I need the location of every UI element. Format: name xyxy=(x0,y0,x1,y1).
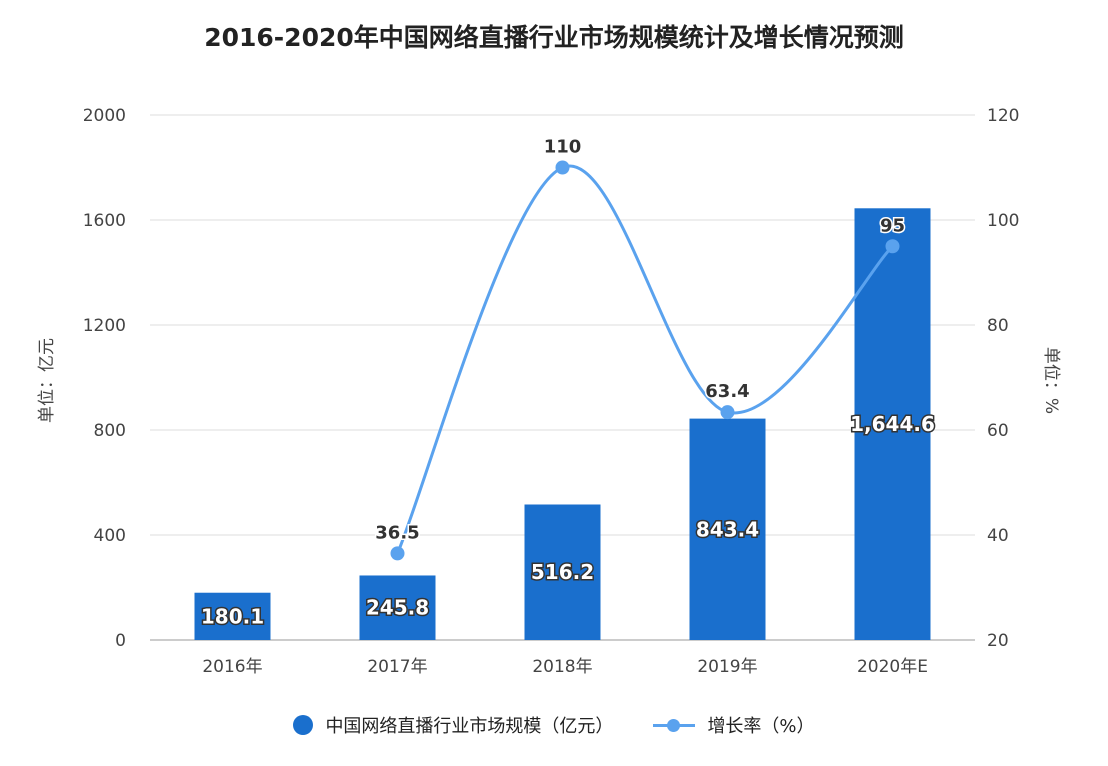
y-left-tick-label: 0 xyxy=(115,631,126,651)
bar xyxy=(359,575,436,640)
bar-data-label: 843.4 xyxy=(696,517,759,541)
x-tick-label: 2019年 xyxy=(697,657,757,677)
x-tick-label: 2020年E xyxy=(857,657,928,677)
legend-bar-marker xyxy=(293,715,314,735)
chart-title: 2016-2020年中国网络直播行业市场规模统计及增长情况预测 xyxy=(204,23,904,52)
line-point xyxy=(885,239,900,254)
legend-label: 增长率（%） xyxy=(707,716,815,737)
y-right-tick-label: 40 xyxy=(987,526,1009,546)
y-right-tick-label: 120 xyxy=(987,106,1019,126)
growth-line xyxy=(396,164,894,554)
legend: 中国网络直播行业市场规模（亿元） 增长率（%） xyxy=(0,712,1108,738)
line-data-label: 36.5 xyxy=(375,522,419,543)
y-right-tick-label: 60 xyxy=(987,421,1009,441)
y-right-tick-label: 100 xyxy=(987,211,1019,231)
y-axis-left-label: 单位：亿元 xyxy=(37,338,57,423)
line-point xyxy=(720,405,735,420)
x-tick-label: 2018年 xyxy=(532,657,592,677)
line-point xyxy=(390,546,405,561)
y-left-tick-label: 1200 xyxy=(83,316,126,336)
bar-data-label: 245.8 xyxy=(366,596,429,620)
bar-data-label: 1,644.6 xyxy=(850,412,935,436)
y-axis-right-label: 单位：% xyxy=(1041,346,1062,415)
bar-data-label: 516.2 xyxy=(531,560,594,584)
y-right-tick-label: 20 xyxy=(987,631,1009,651)
bar xyxy=(689,418,766,640)
y-right-tick-label: 80 xyxy=(987,316,1009,336)
line-data-label: 95 xyxy=(880,215,905,236)
x-tick-label: 2016年 xyxy=(202,657,262,677)
x-tick-label: 2017年 xyxy=(367,657,427,677)
bar xyxy=(524,504,601,640)
bar-data-label: 180.1 xyxy=(201,604,264,628)
line-point xyxy=(555,160,570,175)
legend-item-market-size[interactable]: 中国网络直播行业市场规模（亿元） xyxy=(293,712,613,738)
y-left-tick-label: 1600 xyxy=(83,211,126,231)
legend-item-growth-rate[interactable]: 增长率（%） xyxy=(653,712,815,738)
y-left-tick-label: 400 xyxy=(94,526,126,546)
legend-label: 中国网络直播行业市场规模（亿元） xyxy=(325,716,614,737)
bar xyxy=(194,592,271,640)
legend-line-marker xyxy=(653,719,696,732)
line-data-label: 63.4 xyxy=(705,381,749,402)
y-left-tick-label: 2000 xyxy=(83,106,126,126)
line-data-label: 110 xyxy=(544,137,582,158)
y-left-tick-label: 800 xyxy=(94,421,126,441)
